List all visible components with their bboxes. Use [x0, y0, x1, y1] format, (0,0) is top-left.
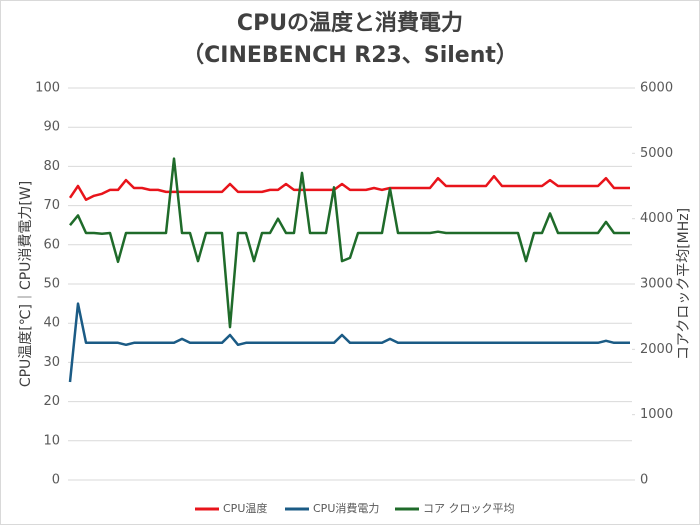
- chart-subtitle: （CINEBENCH R23、Silent）: [182, 43, 518, 68]
- legend-label: コア クロック平均: [423, 502, 515, 515]
- y2-tick-label: 2000: [640, 342, 673, 357]
- y-tick-label: 50: [43, 277, 60, 292]
- series-line: [69, 157, 630, 329]
- chart-title: CPUの温度と消費電力: [237, 10, 463, 36]
- y2-tick-label: 0: [640, 473, 648, 488]
- series-line: [68, 174, 630, 201]
- y-tick-label: 20: [43, 394, 60, 409]
- y-axis-label: CPU温度[℃]｜CPU消費電力[W]: [18, 181, 34, 387]
- y2-tick-label: 3000: [640, 277, 673, 292]
- y2-tick-label: 1000: [640, 407, 673, 422]
- legend-label: CPU温度: [223, 501, 267, 515]
- y-tick-label: 90: [43, 120, 60, 135]
- y-tick-label: 40: [43, 316, 60, 331]
- y-tick-label: 60: [43, 237, 60, 252]
- y2-tick-label: 4000: [640, 211, 673, 226]
- y-tick-label: 10: [43, 433, 60, 448]
- y-tick-label: 30: [43, 355, 60, 370]
- legend-label: CPU消費電力: [313, 501, 379, 515]
- y2-axis-label: コアクロック平均[MHz]: [676, 208, 692, 360]
- y2-tick-label: 6000: [640, 81, 673, 96]
- y2-tick-label: 5000: [640, 146, 673, 161]
- series-line: [68, 302, 630, 383]
- y-tick-label: 80: [43, 159, 60, 174]
- y-tick-label: 100: [35, 81, 60, 96]
- y-tick-label: 70: [43, 198, 60, 213]
- y-tick-label: 0: [52, 473, 60, 488]
